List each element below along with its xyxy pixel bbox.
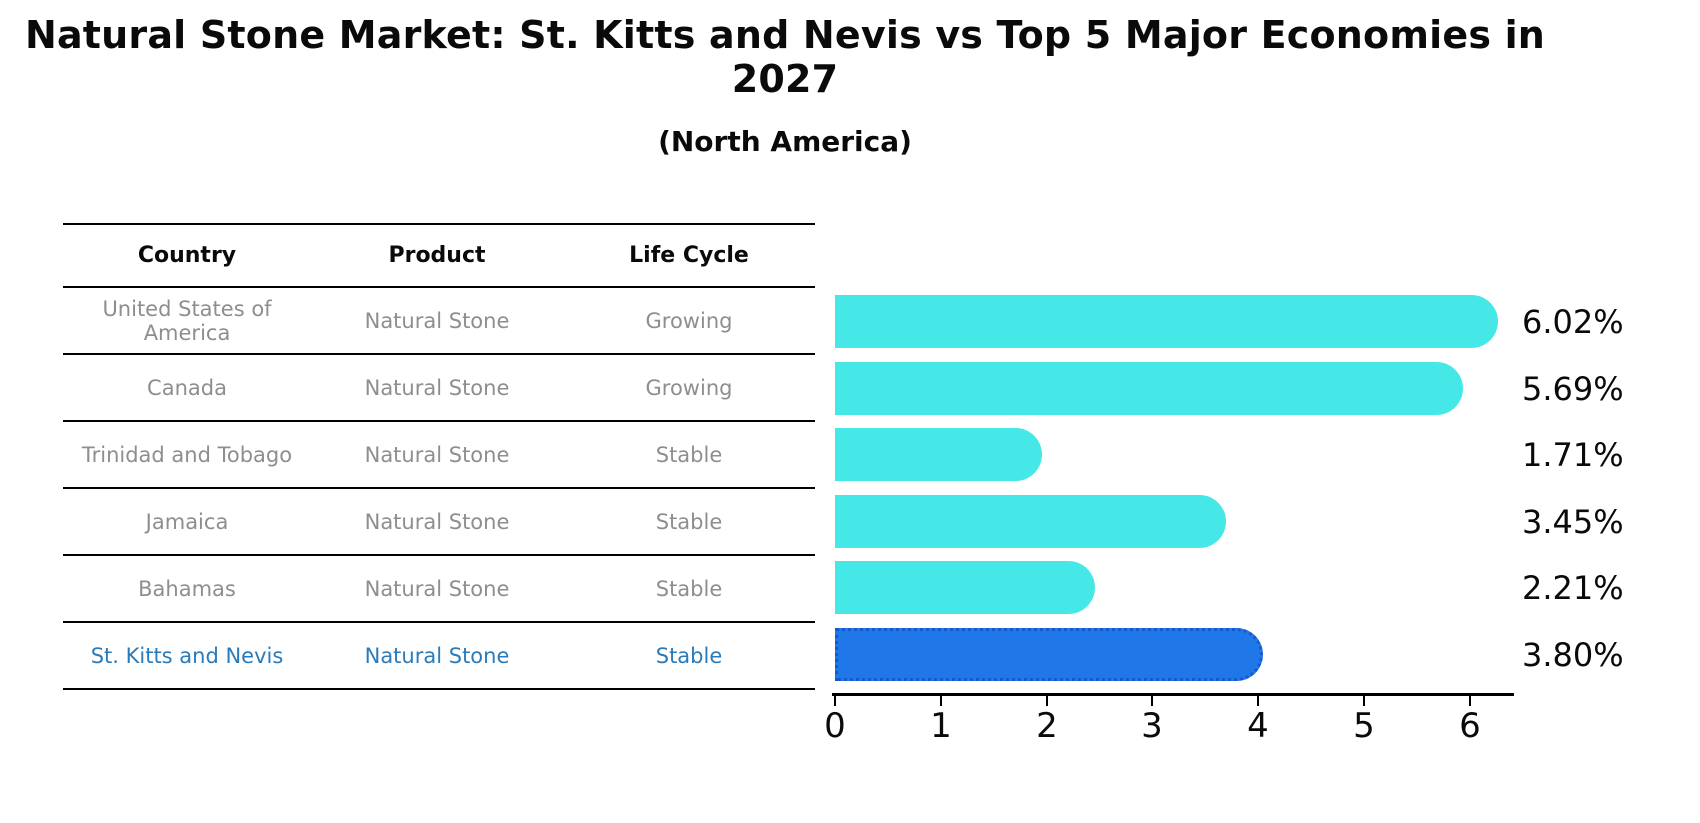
x-tick-mark: [1469, 695, 1471, 706]
life-cycle-cell: Growing: [645, 375, 733, 400]
x-tick-label: 3: [1141, 706, 1163, 746]
country-cell: Canada: [147, 375, 227, 400]
bar-united-states: [835, 295, 1498, 348]
x-tick-mark: [1363, 695, 1365, 706]
bar-bahamas: [835, 561, 1095, 614]
product-cell: Natural Stone: [364, 308, 510, 333]
table-row: Canada Natural Stone Growing: [63, 355, 815, 422]
life-cycle-cell: Growing: [645, 308, 733, 333]
bar-trinidad: [835, 428, 1042, 481]
table-row-highlighted: St. Kitts and Nevis Natural Stone Stable: [63, 623, 815, 690]
product-cell: Natural Stone: [364, 576, 510, 601]
page-subtitle: (North America): [658, 125, 912, 158]
x-tick-mark: [1151, 695, 1153, 706]
bar-value-label: 2.21%: [1522, 568, 1624, 607]
chart-header: Natural Stone Market: St. Kitts and Nevi…: [0, 0, 1570, 158]
table-row: United States of America Natural Stone G…: [63, 288, 815, 355]
country-cell: Trinidad and Tobago: [81, 442, 293, 467]
x-tick-label: 2: [1036, 706, 1058, 746]
table-header-row: Country Product Life Cycle: [63, 223, 815, 288]
country-cell: Jamaica: [145, 509, 229, 534]
x-tick-mark: [1257, 695, 1259, 706]
x-tick-label: 6: [1459, 706, 1481, 746]
country-cell: Bahamas: [138, 576, 236, 601]
product-cell: Natural Stone: [364, 442, 510, 467]
table-row: Trinidad and Tobago Natural Stone Stable: [63, 422, 815, 489]
bar-canada: [835, 362, 1463, 415]
x-tick-label: 4: [1247, 706, 1269, 746]
x-tick-mark: [940, 695, 942, 706]
bar-value-label: 5.69%: [1522, 369, 1624, 408]
life-cycle-cell: Stable: [655, 442, 723, 467]
product-cell: Natural Stone: [364, 509, 510, 534]
life-cycle-cell: Stable: [655, 576, 723, 601]
life-cycle-cell: Stable: [655, 643, 723, 668]
table-row: Jamaica Natural Stone Stable: [63, 489, 815, 556]
x-tick-label: 1: [930, 706, 952, 746]
bar-value-label: 6.02%: [1522, 302, 1624, 341]
country-cell: St. Kitts and Nevis: [90, 643, 284, 668]
product-cell: Natural Stone: [364, 375, 510, 400]
life-cycle-cell: Stable: [655, 509, 723, 534]
bar-value-label: 3.80%: [1522, 635, 1624, 674]
product-cell: Natural Stone: [364, 643, 510, 668]
x-tick-mark: [834, 695, 836, 706]
column-header-product: Product: [388, 243, 486, 268]
bar-value-label: 3.45%: [1522, 502, 1624, 541]
page-title: Natural Stone Market: St. Kitts and Nevi…: [24, 13, 1546, 101]
table-row: Bahamas Natural Stone Stable: [63, 556, 815, 623]
country-cell: United States of America: [102, 296, 272, 345]
x-tick-label: 0: [824, 706, 846, 746]
x-axis-line: [832, 693, 1514, 696]
column-header-life-cycle: Life Cycle: [629, 243, 749, 268]
x-tick-mark: [1046, 695, 1048, 706]
bar-st-kitts-and-nevis: [835, 628, 1263, 681]
x-tick-label: 5: [1353, 706, 1375, 746]
bar-value-label: 1.71%: [1522, 435, 1624, 474]
column-header-country: Country: [137, 243, 237, 268]
bar-jamaica: [835, 495, 1226, 548]
country-info-table: Country Product Life Cycle United States…: [63, 223, 815, 690]
